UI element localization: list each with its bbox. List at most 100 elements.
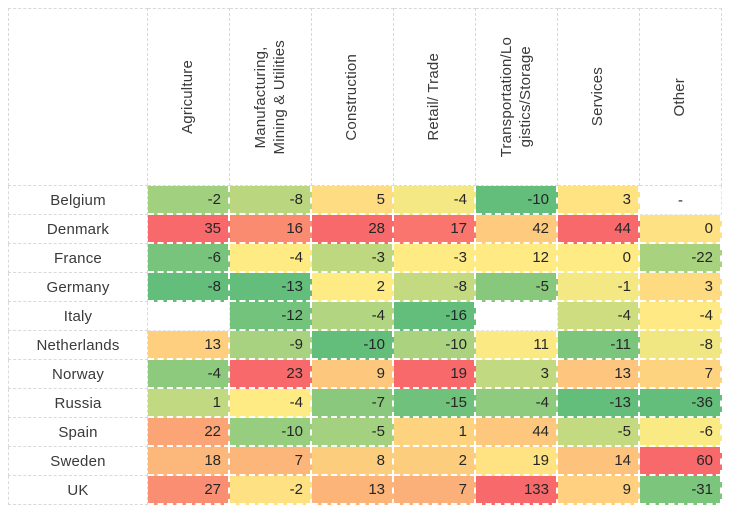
heatmap-cell: -3 — [394, 244, 476, 273]
country-sector-heatmap-table: Agriculture Manufacturing, Mining & Utili… — [8, 8, 722, 505]
heatmap-cell: -5 — [558, 418, 640, 447]
column-header-label: Services — [589, 67, 607, 127]
heatmap-cell: -8 — [230, 186, 312, 215]
table-row: France -6 -4 -3 -3 12 0 -22 — [8, 244, 722, 273]
column-header-wrap: Agriculture — [148, 9, 229, 185]
table-row: Russia 1 -4 -7 -15 -4 -13 -36 — [8, 389, 722, 418]
heatmap-cell: -4 — [312, 302, 394, 331]
row-label: Netherlands — [8, 331, 148, 360]
heatmap-cell: -4 — [148, 360, 230, 389]
heatmap-cell: 17 — [394, 215, 476, 244]
row-label: France — [8, 244, 148, 273]
row-label: Russia — [8, 389, 148, 418]
column-header-label: Transportation/Lo gistics/Storage — [497, 36, 534, 158]
heatmap-cell: 19 — [476, 447, 558, 476]
heatmap-cell: 35 — [148, 215, 230, 244]
heatmap-cell: 7 — [640, 360, 722, 389]
column-header-label: Manufacturing, Mining & Utilities — [251, 39, 288, 155]
heatmap-cell: 0 — [558, 244, 640, 273]
heatmap-cell: -6 — [640, 418, 722, 447]
table-row: Italy -12 -4 -16 -4 -4 — [8, 302, 722, 331]
heatmap-cell: -36 — [640, 389, 722, 418]
heatmap-cell: -5 — [312, 418, 394, 447]
column-header: Retail/ Trade — [394, 8, 476, 186]
heatmap-cell: 12 — [476, 244, 558, 273]
heatmap-cell: -8 — [640, 331, 722, 360]
heatmap-cell: 3 — [640, 273, 722, 302]
row-label: Sweden — [8, 447, 148, 476]
column-header: Agriculture — [148, 8, 230, 186]
row-label: Spain — [8, 418, 148, 447]
heatmap-cell: 60 — [640, 447, 722, 476]
column-header: Services — [558, 8, 640, 186]
table-row: Germany -8 -13 2 -8 -5 -1 3 — [8, 273, 722, 302]
heatmap-cell: -11 — [558, 331, 640, 360]
heatmap-cell: 2 — [312, 273, 394, 302]
heatmap-cell: 14 — [558, 447, 640, 476]
heatmap-cell: 19 — [394, 360, 476, 389]
heatmap-cell: 13 — [148, 331, 230, 360]
column-header: Transportation/Lo gistics/Storage — [476, 8, 558, 186]
table-row: UK 27 -2 13 7 133 9 -31 — [8, 476, 722, 505]
table-row: Denmark 35 16 28 17 42 44 0 — [8, 215, 722, 244]
column-header-wrap: Construction — [312, 9, 393, 185]
heatmap-cell: 18 — [148, 447, 230, 476]
heatmap-cell: -7 — [312, 389, 394, 418]
heatmap-cell: -16 — [394, 302, 476, 331]
heatmap-cell: 42 — [476, 215, 558, 244]
heatmap-cell: 28 — [312, 215, 394, 244]
heatmap-cell: 133 — [476, 476, 558, 505]
heatmap-cell: -10 — [312, 331, 394, 360]
heatmap-cell: 3 — [476, 360, 558, 389]
heatmap-cell: -5 — [476, 273, 558, 302]
column-header: Manufacturing, Mining & Utilities — [230, 8, 312, 186]
heatmap-cell: 13 — [558, 360, 640, 389]
heatmap-cell: 9 — [558, 476, 640, 505]
heatmap-cell: -10 — [230, 418, 312, 447]
table-row: Spain 22 -10 -5 1 44 -5 -6 — [8, 418, 722, 447]
heatmap-cell: -4 — [476, 389, 558, 418]
column-header: Other — [640, 8, 722, 186]
heatmap-cell: -4 — [394, 186, 476, 215]
heatmap-cell: -4 — [230, 389, 312, 418]
heatmap-cell: -8 — [394, 273, 476, 302]
heatmap-cell: 0 — [640, 215, 722, 244]
heatmap-cell: 3 — [558, 186, 640, 215]
row-label: Germany — [8, 273, 148, 302]
heatmap-cell: -22 — [640, 244, 722, 273]
heatmap-cell: -15 — [394, 389, 476, 418]
corner-cell — [8, 8, 148, 186]
column-header: Construction — [312, 8, 394, 186]
heatmap-cell: -9 — [230, 331, 312, 360]
table-row: Norway -4 23 9 19 3 13 7 — [8, 360, 722, 389]
column-header-label: Retail/ Trade — [425, 53, 443, 141]
heatmap-cell: -31 — [640, 476, 722, 505]
heatmap-cell: 7 — [230, 447, 312, 476]
heatmap-cell: 44 — [558, 215, 640, 244]
row-label: Italy — [8, 302, 148, 331]
heatmap-cell: -2 — [148, 186, 230, 215]
heatmap-cell — [148, 302, 230, 331]
table-row: Netherlands 13 -9 -10 -10 11 -11 -8 — [8, 331, 722, 360]
heatmap-cell: 1 — [394, 418, 476, 447]
heatmap-cell: 9 — [312, 360, 394, 389]
table-row: Belgium -2 -8 5 -4 -10 3- — [8, 186, 722, 215]
column-header-wrap: Transportation/Lo gistics/Storage — [476, 9, 557, 185]
heatmap-cell: 44 — [476, 418, 558, 447]
heatmap-cell: 8 — [312, 447, 394, 476]
heatmap-header: Agriculture Manufacturing, Mining & Utili… — [8, 8, 722, 186]
heatmap-cell: 27 — [148, 476, 230, 505]
heatmap-cell: -10 — [394, 331, 476, 360]
heatmap-cell: 22 — [148, 418, 230, 447]
table-row: Sweden 18 7 8 2 19 14 60 — [8, 447, 722, 476]
row-label: Belgium — [8, 186, 148, 215]
heatmap-cell: -12 — [230, 302, 312, 331]
heatmap-cell: -13 — [230, 273, 312, 302]
heatmap-cell: 16 — [230, 215, 312, 244]
column-header-wrap: Retail/ Trade — [394, 9, 475, 185]
heatmap-cell: -4 — [640, 302, 722, 331]
row-label: UK — [8, 476, 148, 505]
heatmap-cell: -10 — [476, 186, 558, 215]
column-header-wrap: Manufacturing, Mining & Utilities — [230, 9, 311, 185]
heatmap-cell: 23 — [230, 360, 312, 389]
